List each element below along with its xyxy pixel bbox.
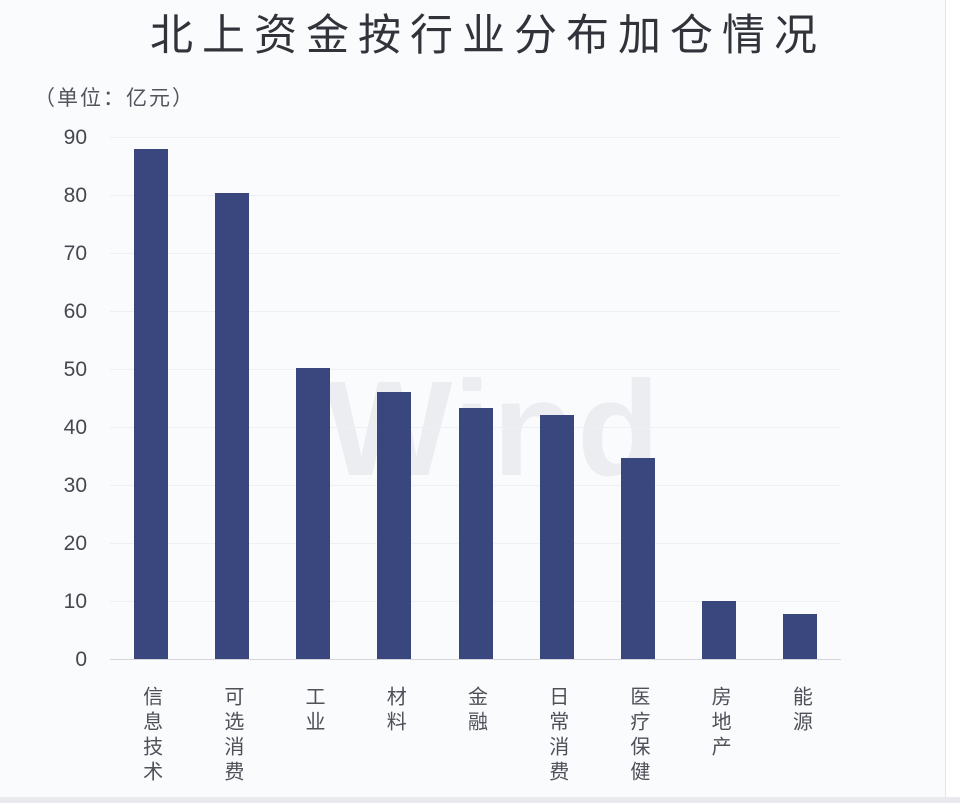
y-tick-label: 10 xyxy=(63,590,87,613)
x-category-slot: 材料 xyxy=(354,686,435,797)
x-category-slot: 信息技术 xyxy=(110,686,191,797)
y-tick-label: 90 xyxy=(63,126,87,149)
x-category-slot: 医疗保健 xyxy=(597,686,678,797)
x-category-slot: 可选消费 xyxy=(191,686,272,797)
x-category-slot: 日常消费 xyxy=(516,686,597,797)
y-tick-label: 80 xyxy=(63,184,87,207)
gridline xyxy=(110,369,841,370)
x-category-label: 能源 xyxy=(789,686,812,736)
bar-5 xyxy=(458,408,493,660)
x-category-slot: 房地产 xyxy=(679,686,760,797)
y-tick-label: 70 xyxy=(63,242,87,265)
x-category-label: 可选消费 xyxy=(220,686,243,786)
gridline xyxy=(110,253,841,254)
bar-7 xyxy=(620,458,655,660)
y-axis: 0 10 20 30 40 50 60 70 80 90 xyxy=(0,0,87,797)
x-category-label: 房地产 xyxy=(708,686,731,761)
bar-2 xyxy=(214,193,249,660)
y-tick-label: 20 xyxy=(63,532,87,555)
chart-card: 北上资金按行业分布加仓情况 （单位：亿元） 0 10 20 30 40 50 60 70 80 9… xyxy=(0,0,946,797)
y-tick-label: 30 xyxy=(63,474,87,497)
bar-9 xyxy=(783,613,818,660)
x-category-label: 医疗保健 xyxy=(626,686,649,786)
x-category-slot: 能源 xyxy=(760,686,841,797)
x-category-label: 材料 xyxy=(383,686,406,736)
x-axis: 信息技术 可选消费 工业 材料 金融 日常消费 医疗保健 房地产 能源 xyxy=(110,686,841,797)
y-tick-label: 40 xyxy=(63,416,87,439)
y-tick-label: 50 xyxy=(63,358,87,381)
y-tick-label: 0 xyxy=(75,648,87,671)
x-category-label: 日常消费 xyxy=(545,686,568,786)
chart-title: 北上资金按行业分布加仓情况 xyxy=(150,12,826,60)
y-tick-label: 60 xyxy=(63,300,87,323)
x-category-label: 工业 xyxy=(302,686,325,736)
gridline xyxy=(110,195,841,196)
bar-3 xyxy=(296,368,331,660)
x-category-slot: 工业 xyxy=(272,686,353,797)
bar-8 xyxy=(702,600,737,660)
x-category-label: 金融 xyxy=(464,686,487,736)
x-category-label: 信息技术 xyxy=(139,686,162,786)
bar-6 xyxy=(539,415,574,660)
x-axis-line xyxy=(110,659,841,660)
unit-label: （单位：亿元） xyxy=(34,87,195,110)
plot-area: Wind xyxy=(110,137,841,660)
gridline xyxy=(110,137,841,138)
page-strip-bottom xyxy=(0,797,960,803)
wind-watermark: Wind xyxy=(325,353,662,504)
x-category-slot: 金融 xyxy=(435,686,516,797)
gridline xyxy=(110,311,841,312)
bar-1 xyxy=(133,149,168,660)
bar-4 xyxy=(377,392,412,660)
